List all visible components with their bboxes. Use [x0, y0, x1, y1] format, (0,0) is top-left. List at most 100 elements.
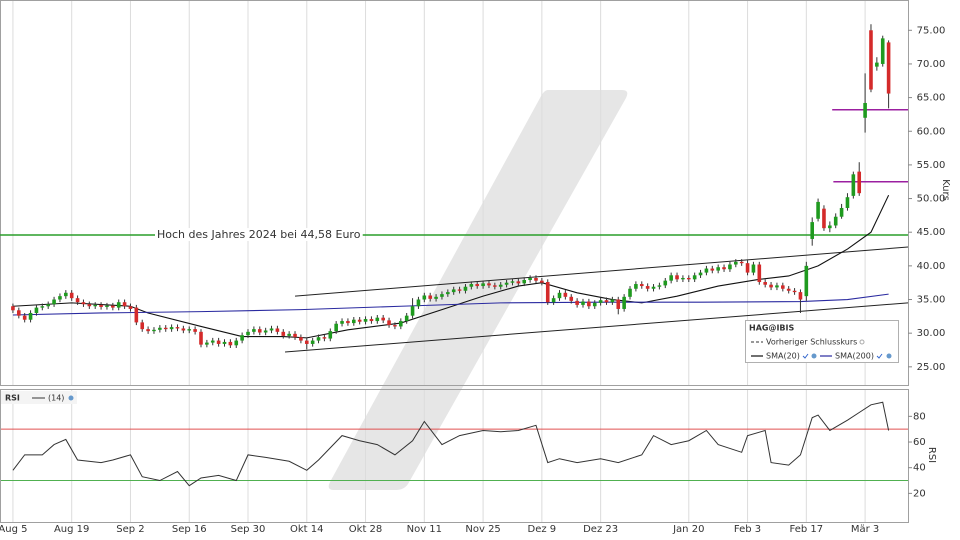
candle-body — [34, 307, 39, 313]
candle-body — [287, 333, 291, 336]
candle-body — [816, 201, 820, 219]
candle-body — [440, 294, 444, 297]
candle-body — [269, 328, 274, 331]
candle-body — [52, 299, 56, 305]
candle-body — [422, 295, 427, 300]
candle-body — [457, 289, 462, 291]
legend-icon — [876, 353, 883, 359]
candle-body — [93, 304, 98, 307]
candle-body — [657, 285, 662, 287]
candle-body — [663, 280, 668, 286]
candle-body — [75, 298, 80, 303]
rsi-line — [12, 401, 890, 487]
candle-body — [346, 321, 350, 324]
candle-body — [410, 306, 415, 316]
candle-body — [446, 292, 450, 295]
y-tick-label: 55.00 — [917, 160, 946, 171]
candle-body — [399, 321, 403, 327]
candle-body — [146, 329, 150, 332]
candle-body — [845, 197, 850, 208]
candle-body — [498, 284, 503, 287]
candle-body — [745, 263, 750, 273]
candle-body — [340, 321, 344, 324]
sma-line — [12, 194, 890, 339]
candle-body — [757, 264, 762, 283]
candle-body — [616, 299, 621, 309]
candle-body — [310, 340, 315, 344]
candle-body — [763, 282, 767, 285]
candle-body — [581, 301, 585, 305]
candle-body — [751, 264, 756, 273]
legend-title: HAG@IBIS — [749, 324, 795, 333]
candle-body — [11, 306, 15, 311]
candle-body — [886, 42, 891, 94]
y-tick-label: 40.00 — [917, 261, 946, 272]
candle-body — [210, 340, 215, 343]
legend: HAG@IBIS Vorheriger Schlusskurs SMA(20) … — [745, 320, 899, 363]
candle-body — [769, 284, 773, 288]
y-tick-label: 60.00 — [917, 126, 946, 137]
candle-body — [504, 282, 509, 285]
candle-body — [822, 208, 826, 229]
rsi-legend: RSI (14) — [1, 391, 77, 404]
candle-body — [257, 329, 262, 333]
legend-entry: SMA(20) — [766, 352, 800, 361]
x-tick-label: Sep 16 — [172, 524, 207, 535]
candle-body — [516, 281, 521, 284]
rsi-title: RSI — [5, 394, 20, 403]
candle-body — [669, 275, 673, 281]
candle-body — [263, 330, 268, 333]
candle-body — [587, 301, 591, 307]
x-tick-label: Aug 19 — [54, 524, 89, 535]
grid — [12, 1, 912, 522]
candle-body — [451, 289, 456, 293]
candle-body — [798, 292, 803, 300]
candle-body — [28, 312, 33, 320]
x-tick-label: Nov 25 — [465, 524, 500, 535]
candle-body — [193, 329, 197, 332]
candle-body — [634, 284, 638, 289]
rsi-panel — [0, 389, 909, 523]
x-tick-label: Dez 9 — [528, 524, 557, 535]
candle-body — [839, 207, 844, 217]
candle-body — [99, 304, 103, 307]
candle-body — [134, 307, 139, 323]
annotation-background — [155, 228, 363, 242]
candle-body — [786, 288, 791, 291]
candle-body — [369, 319, 374, 322]
y-tick-label: 35.00 — [917, 295, 946, 306]
candle-body — [363, 319, 368, 322]
candle-body — [728, 264, 732, 270]
candle-body — [675, 275, 679, 280]
legend-entry: SMA(200) — [835, 352, 874, 361]
candle-body — [540, 280, 544, 283]
candle-body — [557, 292, 562, 299]
candle-body — [510, 281, 515, 283]
candle-body — [880, 38, 885, 64]
x-tick-label: Nov 11 — [407, 524, 442, 535]
rsi-tick-label: 80 — [913, 411, 926, 422]
legend-icon — [811, 353, 817, 359]
candle-body — [434, 296, 438, 299]
candle-body — [252, 329, 256, 332]
marks: Hoch des Jahres 2024 bei 44,58 Euro — [0, 24, 909, 487]
candle-body — [692, 275, 697, 280]
candle-body — [351, 319, 356, 324]
rsi-axis-label: RSI — [926, 447, 937, 463]
candle-body — [81, 302, 86, 305]
candle-body — [833, 216, 838, 226]
candle-body — [111, 305, 115, 308]
candle-body — [716, 267, 720, 271]
candle-body — [322, 337, 327, 339]
rsi-period: (14) — [48, 394, 64, 403]
candle-body — [781, 285, 785, 289]
price-panel — [0, 0, 909, 386]
candle-body — [17, 310, 21, 316]
x-tick-label: Okt 14 — [290, 524, 324, 535]
trend-line — [284, 302, 909, 353]
candle-body — [487, 283, 491, 286]
candle-body — [116, 302, 121, 308]
candle-body — [46, 304, 50, 307]
candle-body — [293, 333, 297, 338]
